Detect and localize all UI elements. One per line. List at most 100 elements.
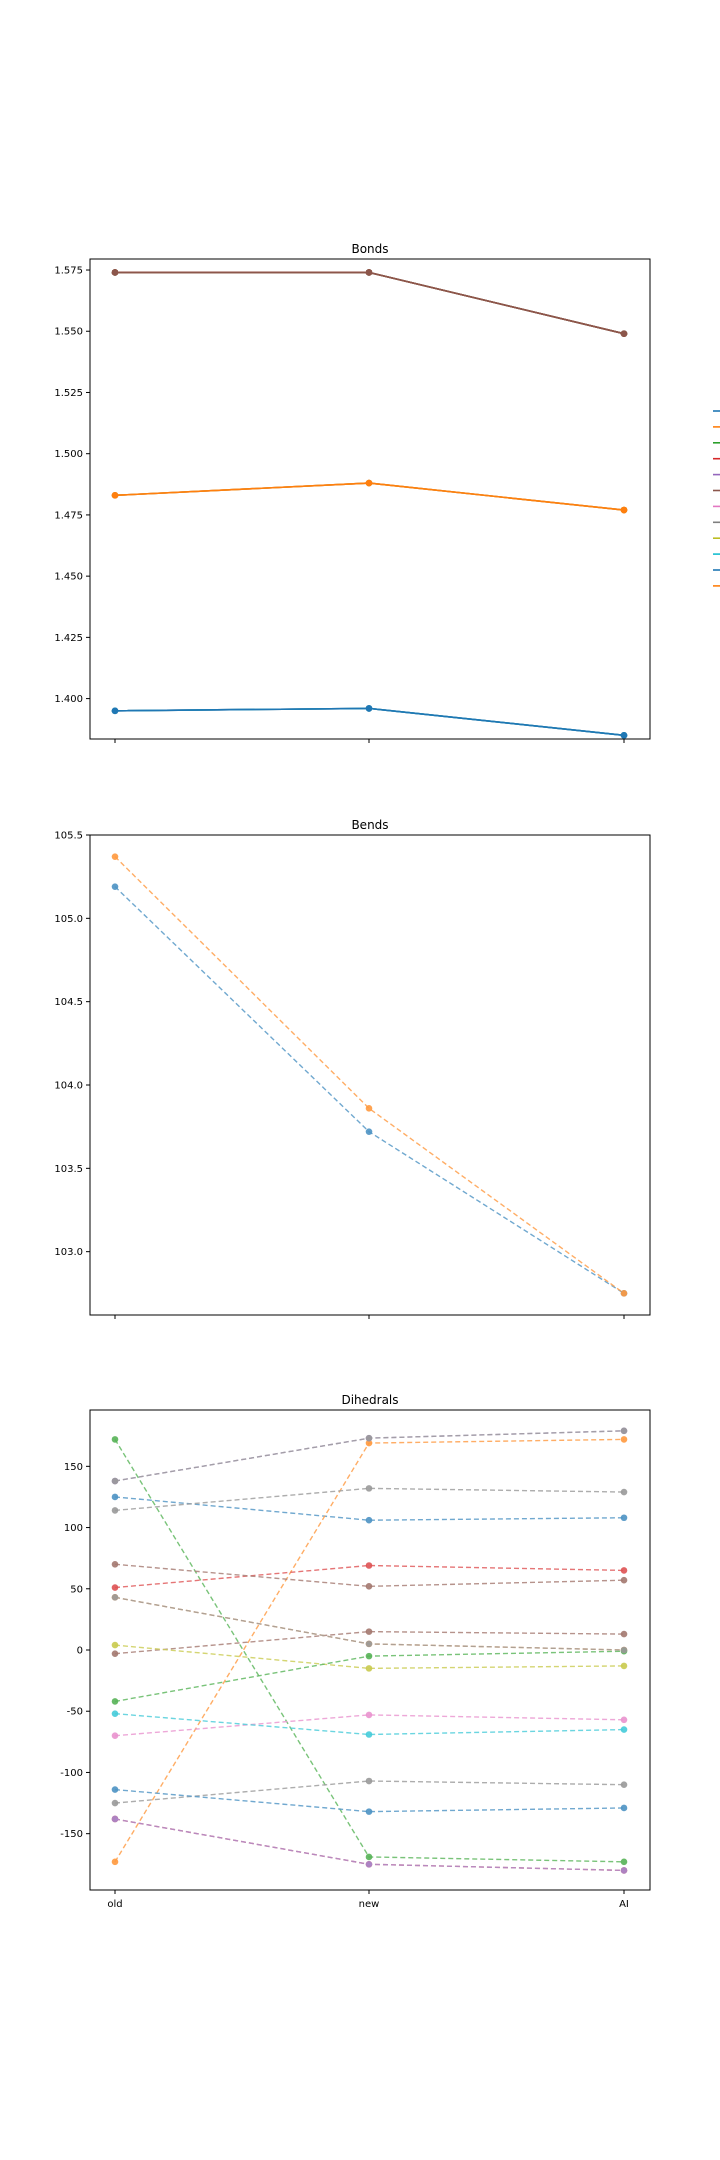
series-line-2 (114, 1438, 625, 1863)
y-tick-label: 1.425 (54, 633, 83, 644)
data-point-s6-new (365, 269, 373, 276)
series-line-2 (114, 482, 625, 511)
y-tick-label: 50 (70, 1584, 83, 1595)
data-point-s18-old (111, 1477, 119, 1485)
data-point-s4-old (111, 1584, 119, 1591)
series-line-4 (115, 271, 625, 335)
data-point-s8-old (111, 1799, 119, 1807)
data-point-s17-new (365, 1485, 373, 1492)
series-line-12 (114, 482, 625, 511)
plot-area-frame (89, 258, 651, 740)
data-point-s7-new (365, 1711, 373, 1719)
y-tick-label: -50 (67, 1707, 83, 1718)
chart-panel-2: Bends 103.0 103.5 104.0 104.5 105.0 105.5 (54, 818, 651, 1319)
chart-title: Bends (351, 818, 388, 832)
y-tick-label: 1.550 (54, 327, 83, 338)
series-line-11 (114, 1788, 625, 1813)
data-point-s18-AI (620, 1427, 628, 1435)
y-tick-label: 1.500 (54, 449, 83, 460)
data-point-s19-AI (620, 1646, 628, 1654)
data-point-s15-AI (620, 1867, 628, 1874)
y-tick-label: 1.525 (54, 388, 83, 399)
data-point-s15-new (365, 1860, 373, 1868)
series-line-17 (114, 1487, 625, 1512)
data-point-s17-old (111, 1507, 119, 1514)
data-point-s2-new (365, 1439, 373, 1447)
series-line-4 (114, 1564, 625, 1589)
series-line-2 (114, 856, 625, 1294)
x-tick-label: old (107, 1899, 122, 1910)
series-line-16 (114, 1563, 625, 1588)
data-point-s18-new (365, 1434, 373, 1442)
series-line-6 (114, 1630, 625, 1655)
data-point-s9-old (111, 1641, 119, 1649)
data-point-s16-AI (620, 1576, 628, 1584)
legend (713, 410, 720, 587)
data-point-s13-new (365, 1652, 373, 1660)
y-tick-label: 100 (64, 1523, 83, 1534)
data-point-s2-AI (620, 1290, 628, 1297)
y-tick-label: 0 (77, 1646, 83, 1657)
series-line-10 (114, 1712, 625, 1736)
data-point-s1-new (365, 1128, 373, 1135)
data-point-s8-AI (620, 1781, 628, 1788)
data-point-s1-new (365, 1516, 373, 1524)
data-point-s7-AI (620, 1716, 628, 1724)
data-point-s11-new (365, 705, 373, 712)
data-point-s6-old (111, 1650, 119, 1657)
y-tick-label: -100 (60, 1768, 83, 1779)
y-tick-label: -150 (60, 1829, 83, 1840)
y-tick-label: 104.5 (54, 997, 83, 1008)
y-tick-label: 1.575 (54, 266, 83, 277)
series-line-1 (114, 1496, 625, 1521)
data-point-s2-AI (620, 1436, 628, 1443)
data-point-s3-new (365, 1853, 373, 1861)
series-line-5 (114, 707, 625, 737)
series-line-9 (114, 1644, 625, 1670)
data-point-s16-new (365, 1583, 373, 1590)
data-point-s19-old (111, 1594, 119, 1601)
y-tick-label: 150 (64, 1462, 83, 1473)
series-line-6 (115, 271, 625, 335)
data-point-s19-new (365, 1640, 373, 1648)
data-point-s12-new (365, 479, 373, 487)
data-point-s10-AI (620, 1726, 628, 1733)
data-point-s9-new (365, 1665, 373, 1672)
data-point-s13-old (111, 1698, 119, 1705)
data-point-s1-AI (620, 1514, 628, 1522)
data-point-s1-old (111, 883, 119, 890)
data-point-s2-new (365, 1105, 373, 1112)
data-point-s4-new (365, 1562, 373, 1569)
data-point-s10-old (111, 1710, 119, 1717)
chart-title: Bonds (351, 242, 388, 256)
series-line-11 (114, 707, 625, 737)
series-line-8 (114, 1780, 625, 1804)
data-point-s6-AI (620, 1630, 628, 1638)
data-point-s4-AI (620, 1567, 628, 1574)
data-point-s1-old (111, 1493, 119, 1501)
chart-panel-3: Dihedrals -150 -100 -50 0 50 100 150 old new AI (60, 1393, 651, 1910)
data-point-s8-new (365, 1777, 373, 1785)
data-point-s11-AI (620, 1804, 628, 1812)
data-point-s6-AI (620, 330, 628, 337)
data-point-s11-old (111, 1786, 119, 1793)
data-point-s12-AI (620, 506, 628, 514)
y-tick-label: 1.475 (54, 510, 83, 521)
data-point-s12-old (111, 492, 119, 499)
data-point-s2-old (111, 1858, 119, 1866)
y-tick-label: 1.450 (54, 572, 83, 583)
data-point-s3-old (111, 1436, 119, 1443)
data-point-s10-new (365, 1731, 373, 1738)
data-point-s17-AI (620, 1488, 628, 1496)
series-line-1 (115, 271, 625, 335)
y-tick-label: 105.5 (54, 831, 83, 842)
data-point-s11-AI (620, 732, 628, 739)
data-point-s2-old (111, 853, 119, 860)
data-point-s11-old (111, 707, 119, 715)
chart-title: Dihedrals (341, 1393, 398, 1407)
data-point-s15-old (111, 1815, 119, 1823)
y-tick-label: 1.400 (54, 694, 83, 705)
x-tick-label: AI (619, 1899, 629, 1910)
y-tick-label: 104.0 (54, 1081, 83, 1092)
